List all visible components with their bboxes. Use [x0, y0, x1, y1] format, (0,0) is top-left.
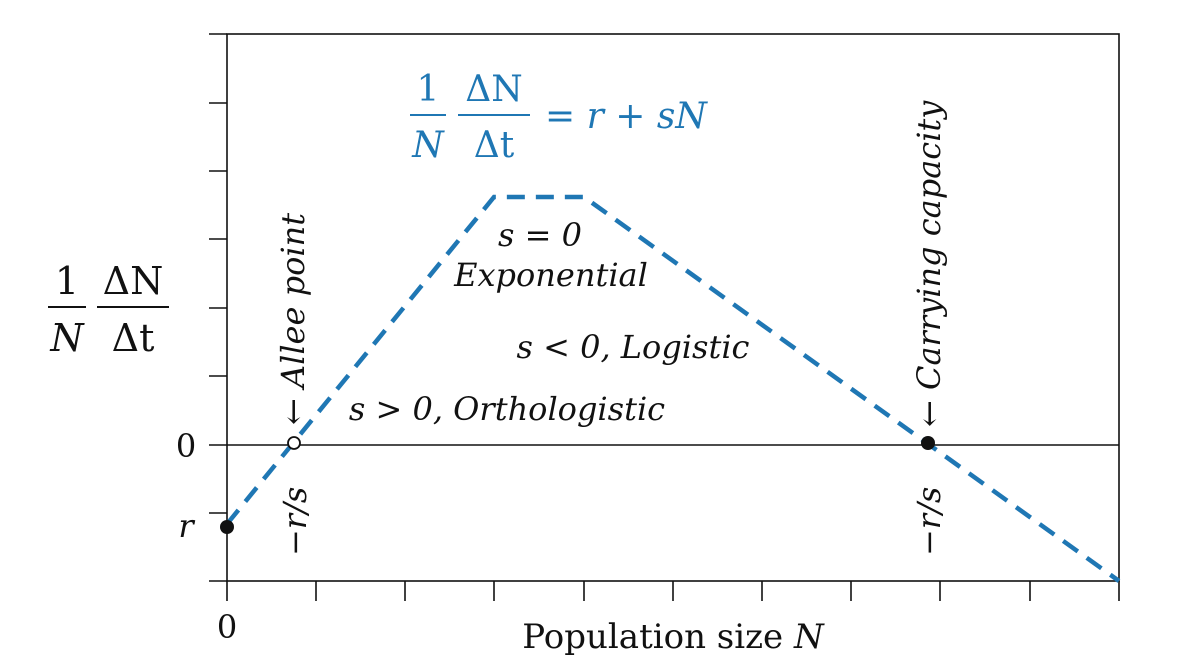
- y-zero-label: 0: [176, 427, 196, 465]
- y-frac-num: 1: [55, 259, 79, 303]
- annotation-allee-point: ← Allee point: [274, 213, 312, 425]
- annotation-carrying-value: −r/s: [910, 487, 948, 556]
- annotation-carrying-capacity: ← Carrying capacity: [910, 100, 948, 427]
- y-ticks: [209, 33, 227, 582]
- y-frac-den: N: [49, 316, 85, 360]
- y-dfrac-den: Δt: [112, 316, 155, 360]
- y-dfrac-num: ΔN: [103, 259, 164, 303]
- annotation-exponential: Exponential: [453, 256, 648, 294]
- equation-rhs: = r + sN: [545, 96, 708, 137]
- x-ticks: [226, 581, 1120, 601]
- annotation-s-zero: s = 0: [498, 216, 582, 254]
- annotation-orthologistic: s > 0, Orthologistic: [349, 390, 665, 428]
- x-axis-label: Population size N: [522, 617, 825, 657]
- annotation-allee-value: −r/s: [276, 487, 314, 556]
- growth-curve: [225, 194, 1121, 583]
- equation-dfrac-num: ΔN: [465, 69, 523, 110]
- r-point: [220, 520, 234, 534]
- allee-point: [287, 436, 301, 450]
- y-r-label: r: [178, 507, 195, 545]
- x-origin-label: 0: [217, 608, 237, 646]
- equation-dfrac-den: Δt: [474, 125, 515, 166]
- equation-frac-num: 1: [417, 69, 440, 110]
- x-axis-label-text: Population size: [522, 617, 783, 657]
- y-axis-label: 1 N ΔN Δt: [48, 259, 169, 360]
- equation-frac-den: N: [411, 125, 445, 166]
- x-axis-label-var: N: [793, 617, 825, 657]
- equation: 1 N ΔN Δt = r + sN: [410, 69, 708, 166]
- annotation-logistic: s < 0, Logistic: [517, 328, 750, 366]
- carrying-capacity-point: [921, 436, 935, 450]
